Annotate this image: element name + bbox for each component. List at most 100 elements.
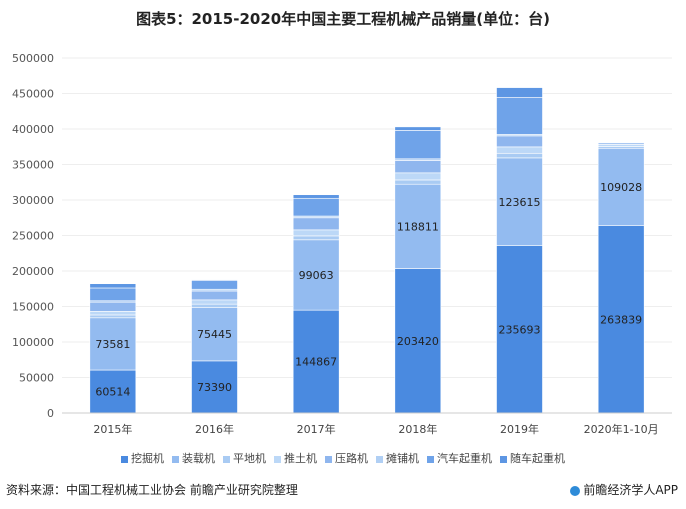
legend-item: 压路机 — [325, 450, 368, 466]
bar-segment — [394, 172, 442, 181]
x-tick-label: 2018年 — [398, 422, 437, 436]
y-tick-label: 450000 — [12, 88, 54, 101]
bar-segment — [496, 135, 543, 148]
data-label: 75445 — [197, 328, 232, 341]
bar-segment — [597, 142, 645, 145]
bar-segment — [292, 239, 340, 311]
x-tick-label: 2015年 — [93, 422, 132, 436]
y-tick-label: 0 — [47, 407, 54, 420]
legend-item: 摊铺机 — [376, 450, 419, 466]
bar-segment — [89, 283, 137, 289]
y-tick-label: 50000 — [19, 372, 54, 385]
brand-name: 前瞻经济学人APP — [583, 483, 678, 497]
bar-segment — [597, 144, 645, 147]
brand-logo-icon — [570, 485, 581, 496]
y-tick-label: 100000 — [12, 336, 54, 349]
y-tick-label: 400000 — [12, 123, 54, 136]
bar-segment — [89, 369, 137, 414]
legend-label: 压路机 — [335, 452, 368, 465]
y-tick-label: 250000 — [12, 230, 54, 243]
y-tick-label: 150000 — [12, 301, 54, 314]
bar-segment — [496, 245, 543, 414]
legend-label: 平地机 — [233, 452, 266, 465]
bar-segment — [89, 317, 137, 371]
bar-segment — [191, 280, 238, 290]
bar-segment — [89, 287, 137, 302]
legend-item: 装载机 — [172, 450, 215, 466]
bar-segment — [597, 225, 645, 414]
legend-swatch — [500, 455, 507, 463]
gridlines — [62, 57, 672, 378]
x-tick-label: 2020年1-10月 — [584, 422, 659, 436]
bar-segment — [89, 301, 137, 312]
bar-segment — [191, 299, 238, 305]
legend-swatch — [427, 455, 434, 463]
bar-segment — [191, 303, 238, 308]
y-tick-label: 350000 — [12, 159, 54, 172]
legend-label: 随车起重机 — [510, 452, 565, 465]
legend-label: 装载机 — [182, 452, 215, 465]
bar-segment — [496, 146, 543, 154]
x-axis-ticks: 2015年 2016年 2017年 2018年 2019年 2020年1-10月 — [93, 422, 658, 436]
legend-item: 汽车起重机 — [427, 450, 492, 466]
bar-segment — [292, 229, 340, 237]
y-axis-ticks: 0 50000 100000 150000 200000 250000 300000 3500… — [12, 52, 54, 420]
bar-segment — [496, 157, 543, 246]
bar-segment — [394, 179, 442, 185]
legend-swatch — [376, 455, 383, 463]
chart-title: 图表5：2015-2020年中国主要工程机械产品销量(单位：台) — [136, 10, 550, 28]
x-tick-label: 2017年 — [297, 422, 336, 436]
data-label: 235693 — [499, 323, 541, 336]
brand-tag: 前瞻经济学人APP — [570, 481, 678, 498]
legend-item: 平地机 — [223, 450, 266, 466]
bar-segment — [496, 97, 543, 135]
legend-label: 推土机 — [284, 452, 317, 465]
bar-segment — [394, 130, 442, 160]
data-label: 73581 — [95, 338, 130, 351]
legend-swatch — [274, 455, 281, 463]
legend-label: 摊铺机 — [386, 452, 419, 465]
legend-item: 挖掘机 — [121, 450, 164, 466]
bar-segment — [89, 314, 137, 319]
data-label: 123615 — [499, 196, 541, 209]
data-label: 99063 — [299, 269, 334, 282]
legend-item: 推土机 — [274, 450, 317, 466]
bar-segment — [292, 217, 340, 231]
bar-segment — [89, 311, 137, 316]
bar-segment — [394, 183, 442, 269]
data-label: 118811 — [397, 220, 439, 233]
data-label: 263839 — [600, 313, 642, 326]
data-labels: 60514 73581 73390 75445 144867 99063 203420 118… — [95, 181, 642, 399]
x-tick-label: 2019年 — [500, 422, 539, 436]
data-label: 73390 — [197, 381, 232, 394]
y-tick-label: 200000 — [12, 265, 54, 278]
bar-segment — [394, 160, 442, 174]
legend-label: 汽车起重机 — [437, 452, 492, 465]
bar-segment — [191, 290, 238, 301]
legend-swatch — [223, 455, 230, 463]
legend-swatch — [325, 455, 332, 463]
bar-segment — [292, 235, 340, 241]
legend-label: 挖掘机 — [131, 452, 164, 465]
bar-segment — [597, 147, 645, 226]
y-tick-label: 300000 — [12, 194, 54, 207]
bar-segment — [191, 307, 238, 362]
data-label: 144867 — [295, 356, 337, 369]
legend-item: 随车起重机 — [500, 450, 565, 466]
bar-segment — [191, 279, 238, 282]
bar-segment — [394, 126, 442, 131]
data-label: 203420 — [397, 335, 439, 348]
y-tick-label: 500000 — [12, 52, 54, 65]
source-note: 资料来源：中国工程机械工业协会 前瞻产业研究院整理 — [6, 483, 298, 497]
bar-segment — [496, 87, 543, 98]
legend-swatch — [172, 455, 179, 463]
bars — [89, 87, 645, 414]
data-label: 60514 — [95, 386, 130, 399]
data-label: 109028 — [600, 181, 642, 194]
legend: 挖掘机 装载机 平地机 推土机 压路机 摊铺机 汽车起重机 随车起重机 — [0, 450, 686, 466]
bar-segment — [292, 194, 340, 199]
bar-segment — [292, 197, 340, 217]
x-tick-label: 2016年 — [195, 422, 234, 436]
bar-segment — [496, 152, 543, 159]
